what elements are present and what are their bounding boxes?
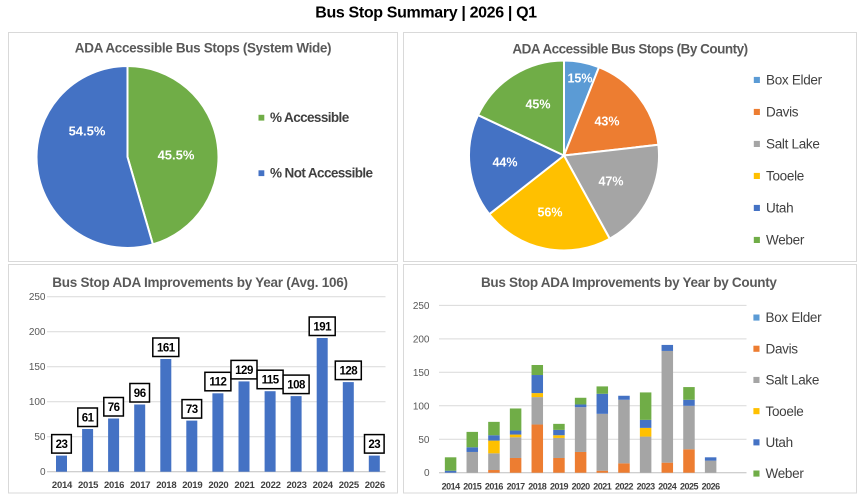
svg-text:Utah: Utah bbox=[766, 435, 793, 450]
svg-text:2023: 2023 bbox=[287, 480, 307, 491]
svg-text:45.5%: 45.5% bbox=[158, 148, 195, 163]
svg-text:2014: 2014 bbox=[442, 482, 461, 492]
svg-text:56%: 56% bbox=[537, 206, 562, 220]
svg-text:2015: 2015 bbox=[78, 480, 99, 491]
svg-text:ADA Accessible Bus Stops (Syst: ADA Accessible Bus Stops (System Wide) bbox=[75, 41, 331, 56]
svg-text:0: 0 bbox=[424, 468, 430, 479]
svg-text:44%: 44% bbox=[492, 156, 517, 170]
svg-text:Tooele: Tooele bbox=[766, 404, 804, 419]
svg-text:2019: 2019 bbox=[182, 480, 202, 491]
svg-text:Box Elder: Box Elder bbox=[766, 310, 823, 325]
svg-text:73: 73 bbox=[186, 404, 198, 416]
svg-text:108: 108 bbox=[287, 380, 306, 392]
svg-text:2024: 2024 bbox=[658, 482, 677, 492]
svg-text:Davis: Davis bbox=[766, 341, 799, 356]
svg-text:150: 150 bbox=[29, 362, 46, 373]
svg-text:ADA Accessible Bus Stops (By C: ADA Accessible Bus Stops (By County) bbox=[512, 42, 747, 57]
svg-text:200: 200 bbox=[413, 334, 430, 345]
svg-text:100: 100 bbox=[413, 401, 430, 412]
svg-text:2021: 2021 bbox=[234, 480, 255, 491]
svg-text:250: 250 bbox=[413, 301, 430, 312]
svg-text:2017: 2017 bbox=[130, 480, 150, 491]
svg-text:Bus Stop Summary | 2026 | Q1: Bus Stop Summary | 2026 | Q1 bbox=[315, 5, 537, 22]
svg-text:2016: 2016 bbox=[485, 482, 504, 492]
svg-text:2024: 2024 bbox=[313, 480, 334, 491]
svg-text:2016: 2016 bbox=[104, 480, 124, 491]
svg-text:Utah: Utah bbox=[766, 201, 793, 216]
svg-text:Davis: Davis bbox=[766, 105, 799, 120]
svg-text:2015: 2015 bbox=[463, 482, 482, 492]
svg-text:45%: 45% bbox=[525, 98, 550, 112]
svg-text:2026: 2026 bbox=[365, 480, 385, 491]
svg-text:15%: 15% bbox=[567, 72, 592, 86]
svg-text:2019: 2019 bbox=[550, 482, 569, 492]
svg-text:61: 61 bbox=[82, 412, 95, 424]
svg-text:100: 100 bbox=[29, 397, 46, 408]
svg-text:50: 50 bbox=[34, 432, 46, 443]
svg-text:23: 23 bbox=[56, 439, 68, 451]
svg-text:150: 150 bbox=[413, 368, 430, 379]
svg-text:2018: 2018 bbox=[528, 482, 547, 492]
svg-text:2021: 2021 bbox=[593, 482, 612, 492]
svg-text:2020: 2020 bbox=[572, 482, 591, 492]
svg-text:2017: 2017 bbox=[507, 482, 526, 492]
svg-text:161: 161 bbox=[157, 342, 176, 354]
svg-text:2022: 2022 bbox=[615, 482, 634, 492]
svg-text:2023: 2023 bbox=[637, 482, 656, 492]
svg-text:Weber: Weber bbox=[766, 466, 805, 481]
svg-text:Box Elder: Box Elder bbox=[766, 73, 823, 88]
svg-text:43%: 43% bbox=[594, 115, 619, 129]
svg-text:128: 128 bbox=[339, 366, 358, 378]
svg-text:2014: 2014 bbox=[52, 480, 73, 491]
svg-text:Bus Stop ADA Improvements by Y: Bus Stop ADA Improvements by Year (Avg. … bbox=[52, 275, 348, 290]
svg-text:23: 23 bbox=[368, 439, 380, 451]
svg-text:% Accessible: % Accessible bbox=[270, 110, 350, 125]
svg-text:% Not Accessible: % Not Accessible bbox=[270, 166, 374, 181]
svg-text:200: 200 bbox=[29, 327, 46, 338]
svg-text:Weber: Weber bbox=[766, 233, 805, 248]
svg-text:115: 115 bbox=[262, 375, 280, 387]
svg-text:129: 129 bbox=[235, 365, 253, 377]
svg-text:96: 96 bbox=[134, 388, 146, 400]
svg-text:Bus Stop ADA Improvements by Y: Bus Stop ADA Improvements by Year by Cou… bbox=[481, 275, 777, 290]
svg-text:50: 50 bbox=[418, 435, 430, 446]
svg-text:Salt Lake: Salt Lake bbox=[766, 137, 820, 152]
svg-text:250: 250 bbox=[29, 292, 46, 303]
svg-text:2026: 2026 bbox=[702, 482, 721, 492]
svg-text:2025: 2025 bbox=[339, 480, 360, 491]
svg-text:Salt Lake: Salt Lake bbox=[766, 373, 820, 388]
svg-text:47%: 47% bbox=[598, 175, 623, 189]
svg-text:2022: 2022 bbox=[261, 480, 281, 491]
svg-text:191: 191 bbox=[313, 321, 332, 333]
svg-text:112: 112 bbox=[209, 377, 226, 389]
svg-text:54.5%: 54.5% bbox=[69, 124, 106, 139]
svg-text:2018: 2018 bbox=[156, 480, 176, 491]
svg-text:76: 76 bbox=[108, 402, 120, 414]
svg-text:2025: 2025 bbox=[680, 482, 699, 492]
svg-text:Tooele: Tooele bbox=[766, 169, 804, 184]
svg-text:0: 0 bbox=[40, 467, 46, 478]
svg-text:2020: 2020 bbox=[208, 480, 228, 491]
